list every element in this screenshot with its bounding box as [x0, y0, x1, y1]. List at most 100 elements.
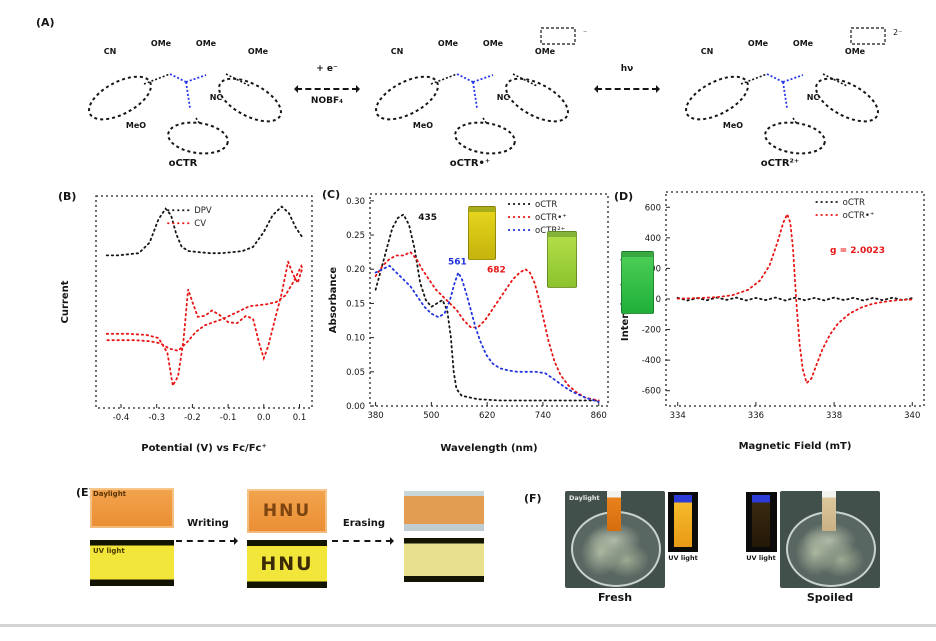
fresh-shrimp-photo: Daylight [565, 491, 665, 588]
spoiled-shrimp-photo [780, 491, 880, 588]
molecule-octr: CN OMe OMe OMe NC MeO oCTR [58, 20, 308, 170]
cuvette-photo-octr-dication [621, 251, 654, 314]
svg-text:0.00: 0.00 [346, 402, 365, 412]
svg-text:oCTR: oCTR [535, 200, 557, 210]
svg-text:NC: NC [497, 93, 510, 102]
svg-text:NC: NC [210, 93, 223, 102]
panel-a-label: (A) [36, 16, 55, 29]
svg-text:0: 0 [656, 295, 661, 305]
svg-text:2⁻: 2⁻ [893, 28, 902, 37]
svg-text:380: 380 [367, 411, 383, 421]
svg-text:OMe: OMe [196, 39, 217, 48]
svg-text:0.15: 0.15 [346, 299, 365, 309]
svg-text:oCTR•⁺: oCTR•⁺ [535, 213, 567, 223]
svg-text:NC: NC [807, 93, 820, 102]
fresh-daylight-tag: Daylight [569, 494, 600, 502]
cuvette-photo-octr-radical [547, 231, 577, 288]
film-uvlight-before: UV light [90, 540, 174, 586]
svg-text:CN: CN [701, 47, 714, 56]
svg-text:0.10: 0.10 [346, 334, 365, 344]
svg-text:0.05: 0.05 [346, 368, 365, 378]
cyclic-voltammetry-chart: -0.4 -0.3 -0.2 -0.1 0.0 0.1 Potential (V) vs F… [60, 195, 313, 454]
svg-text:-0.1: -0.1 [220, 413, 237, 423]
svg-text:OMe: OMe [748, 39, 769, 48]
svg-text:Wavelength (nm): Wavelength (nm) [440, 443, 537, 454]
cuvette-photo-octr [468, 206, 496, 260]
svg-text:-0.2: -0.2 [184, 413, 201, 423]
indicator-strip-spoiled [822, 491, 836, 531]
uv-inset-spoiled-caption: UV light [746, 554, 776, 562]
writing-arrow-label: Writing [187, 518, 229, 529]
indicator-strip-fresh [607, 491, 621, 531]
svg-text:0.1: 0.1 [293, 413, 307, 423]
absorbance-spectra-chart: 380 500 620 740 860 0.00 0.05 0.10 0.15 0.20 0.25 0… [328, 193, 609, 454]
uv-inset-spoiled [746, 492, 777, 552]
svg-text:500: 500 [423, 411, 439, 421]
svg-text:MeO: MeO [413, 121, 433, 130]
erasing-arrow [332, 537, 394, 545]
svg-text:Magnetic Field (mT): Magnetic Field (mT) [739, 441, 852, 452]
svg-text:MeO: MeO [723, 121, 743, 130]
svg-text:oCTR•⁺: oCTR•⁺ [450, 158, 490, 169]
film-uvlight-erased [404, 538, 484, 582]
svg-text:MeO: MeO [126, 121, 146, 130]
svg-text:561: 561 [448, 257, 467, 267]
svg-text:OMe: OMe [845, 47, 866, 56]
reaction-arrow-1 [294, 85, 360, 93]
hnu-written-daylight: HNU [262, 501, 312, 521]
reaction-arrow-2-top-label: hν [620, 64, 634, 74]
film-daylight-before: Daylight [90, 488, 174, 528]
svg-text:OMe: OMe [151, 39, 172, 48]
svg-text:-0.4: -0.4 [113, 413, 130, 423]
svg-text:oCTR²⁺: oCTR²⁺ [761, 158, 799, 169]
svg-text:338: 338 [826, 411, 842, 421]
svg-text:334: 334 [670, 411, 686, 421]
svg-text:-200: -200 [642, 326, 661, 336]
svg-text:0.30: 0.30 [346, 197, 365, 207]
uv-inset-fresh-caption: UV light [668, 554, 698, 562]
panel-f-label: (F) [524, 492, 542, 505]
epr-spectra-chart: 334336338340-600-400-2000200400600Magnet… [620, 191, 925, 452]
svg-text:-600: -600 [642, 387, 661, 397]
svg-text:435: 435 [418, 213, 437, 223]
svg-text:OMe: OMe [535, 47, 556, 56]
svg-text:340: 340 [904, 411, 920, 421]
svg-text:336: 336 [748, 411, 764, 421]
page-bottom-divider [0, 624, 936, 627]
hnu-written-uvlight: HNU [260, 553, 314, 575]
film-daylight-written: HNU [247, 489, 327, 533]
svg-text:OMe: OMe [438, 39, 459, 48]
svg-text:Current: Current [60, 280, 71, 323]
uv-strip-dark [752, 495, 770, 547]
panel-e-label: (E) [76, 486, 94, 499]
svg-text:OMe: OMe [483, 39, 504, 48]
fresh-caption: Fresh [597, 591, 633, 604]
svg-text:0.0: 0.0 [257, 413, 271, 423]
molecule-octr-radical-cation: CN OMe OMe OMe NC MeO oCTR•⁺ ⁻ [345, 20, 595, 170]
svg-text:OMe: OMe [793, 39, 814, 48]
molecule-octr-dication: CN OMe OMe OMe NC MeO oCTR²⁺ 2⁻ [655, 20, 905, 170]
svg-text:OMe: OMe [248, 47, 269, 56]
writing-arrow [176, 537, 238, 545]
svg-text:Absorbance: Absorbance [328, 267, 339, 334]
svg-text:-0.3: -0.3 [148, 413, 165, 423]
svg-text:oCTR: oCTR [843, 198, 865, 208]
svg-text:CV: CV [194, 219, 206, 229]
svg-text:oCTR: oCTR [169, 158, 198, 169]
uv-strip-bright [674, 495, 692, 547]
svg-text:682: 682 [487, 266, 506, 276]
reaction-arrow-1-bottom-label: NOBF₄ [310, 96, 344, 106]
svg-text:400: 400 [645, 234, 661, 244]
svg-text:0.25: 0.25 [346, 231, 365, 241]
reaction-arrow-1-top-label: + e⁻ [316, 64, 338, 74]
svg-text:740: 740 [535, 411, 551, 421]
uv-inset-fresh [668, 492, 698, 552]
erasing-arrow-label: Erasing [342, 518, 386, 529]
spoiled-caption: Spoiled [806, 591, 854, 604]
svg-text:g = 2.0023: g = 2.0023 [830, 246, 885, 256]
panel-c-label: (C) [322, 188, 341, 201]
svg-text:0.20: 0.20 [346, 265, 365, 275]
svg-text:CN: CN [391, 47, 404, 56]
svg-text:⁻: ⁻ [583, 28, 587, 37]
